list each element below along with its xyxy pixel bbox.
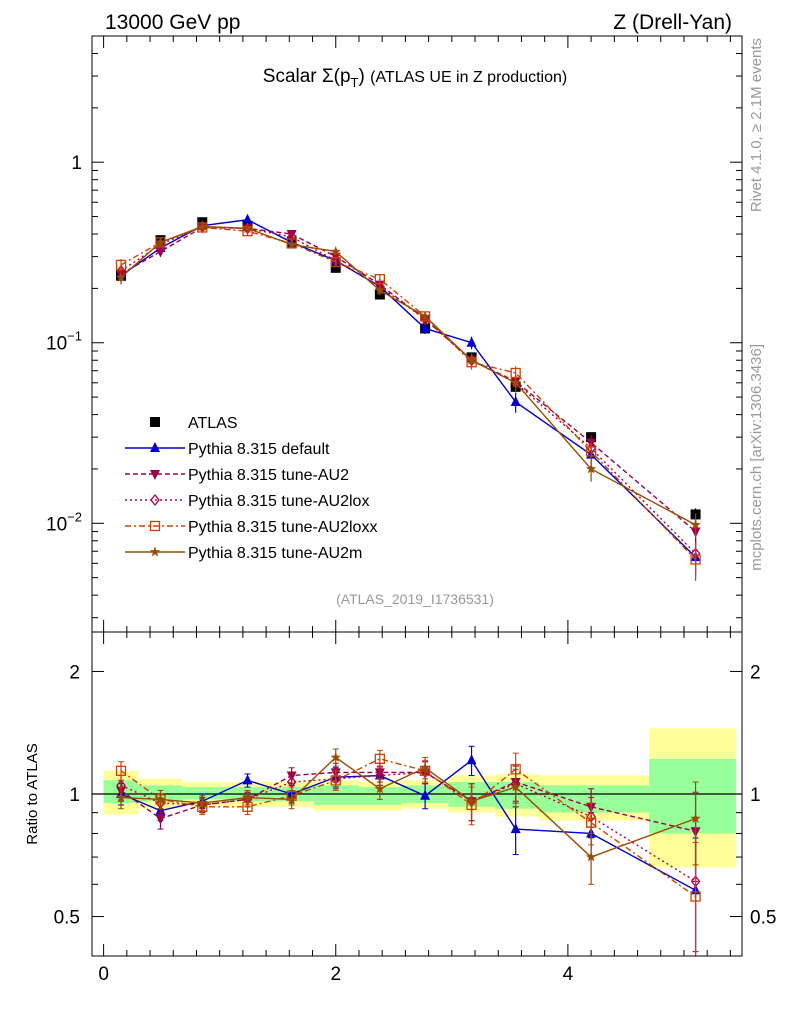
ratio-point-default bbox=[466, 754, 477, 765]
data-point-AU2loxx bbox=[115, 259, 127, 271]
ratio-point-AU2m bbox=[115, 792, 127, 803]
data-point-AU2lox bbox=[155, 238, 166, 251]
data-point-AU2m bbox=[510, 377, 521, 388]
ratio-y-tick-label-right: 2 bbox=[750, 662, 761, 683]
ratio-point-AU2m bbox=[585, 851, 597, 862]
data-point-AU2m bbox=[155, 236, 166, 247]
legend-marker bbox=[149, 520, 161, 532]
ratio-point-AU2m bbox=[330, 751, 341, 762]
data-point-AU2loxx bbox=[374, 274, 386, 285]
data-point-AU2m bbox=[690, 519, 701, 530]
data-point-AU2m bbox=[330, 246, 341, 256]
data-point-AU2loxx bbox=[585, 446, 597, 457]
uncertainty-band-inner bbox=[649, 758, 737, 834]
ratio-point-AU2m bbox=[197, 797, 208, 808]
legend-marker bbox=[149, 546, 161, 557]
rivet-version-label: Rivet 4.1.0, ≥ 2.1M events bbox=[748, 38, 765, 212]
data-point-AU2loxx bbox=[330, 256, 341, 268]
main-panel: 1 10−1 10−2 Scalar Σ(pT) (ATLAS UE in Z pr… bbox=[46, 35, 743, 633]
data-point-AU2 bbox=[155, 247, 166, 258]
ratio-y-tick-label-right: 0.5 bbox=[750, 908, 776, 929]
x-tick-label: 2 bbox=[330, 964, 341, 985]
analysis-label: (ATLAS_2019_I1736531) bbox=[336, 591, 494, 607]
ratio-point-AU2loxx bbox=[115, 765, 127, 776]
ratio-point-AU2m bbox=[419, 762, 431, 773]
legend-entry-ATLAS: ATLAS bbox=[150, 415, 238, 432]
data-point-AU2m bbox=[286, 239, 297, 249]
legend-marker bbox=[150, 442, 160, 452]
data-point-AU2m bbox=[419, 310, 431, 321]
data-point-default bbox=[420, 322, 431, 333]
legend-label: Pythia 8.315 tune-AU2m bbox=[188, 545, 362, 562]
data-point-AU2m bbox=[374, 284, 386, 295]
legend: ATLAS Pythia 8.315 default Pythia 8.315 tu… bbox=[125, 415, 377, 562]
ratio-point-default bbox=[420, 789, 431, 800]
x-tick-label: 0 bbox=[98, 964, 109, 985]
legend-label: ATLAS bbox=[188, 415, 238, 432]
ratio-line-AU2loxx bbox=[120, 758, 696, 898]
ratio-point-AU2m bbox=[242, 792, 253, 803]
legend-entry-AU2m: Pythia 8.315 tune-AU2m bbox=[125, 545, 362, 562]
legend-entry-AU2lox: Pythia 8.315 tune-AU2lox bbox=[125, 493, 369, 510]
ratio-point-AU2 bbox=[155, 814, 166, 825]
ratio-point-AU2loxx bbox=[330, 775, 341, 786]
mcplots-label: mcplots.cern.ch [arXiv:1306.3436] bbox=[748, 344, 765, 571]
ratio-point-AU2loxx bbox=[374, 753, 386, 764]
ratio-y-tick-label: 2 bbox=[69, 662, 80, 683]
legend-label: Pythia 8.315 default bbox=[188, 441, 330, 458]
x-tick-label: 4 bbox=[563, 964, 574, 985]
y-tick-label: 10−2 bbox=[46, 509, 82, 535]
legend-label: Pythia 8.315 tune-AU2loxx bbox=[188, 519, 377, 536]
chart-title: Scalar Σ(pT) (ATLAS UE in Z production) bbox=[263, 66, 567, 90]
ratio-point-AU2m bbox=[466, 795, 477, 806]
ratio-line-AU2m bbox=[120, 756, 696, 858]
data-point-AU2m bbox=[585, 463, 597, 474]
ratio-point-AU2m bbox=[510, 781, 521, 792]
data-point-ATLAS bbox=[330, 262, 341, 273]
data-point-default bbox=[466, 336, 477, 347]
ratio-y-tick-label: 0.5 bbox=[54, 908, 80, 929]
ratio-panel: 2 2 1 1 0.5 0.5 0 2 4 Ratio to ATLAS bbox=[24, 631, 776, 985]
ratio-point-AU2loxx bbox=[690, 891, 701, 902]
series-AU2m bbox=[115, 221, 701, 538]
energy-label: 13000 GeV pp bbox=[105, 11, 240, 34]
data-point-default bbox=[242, 213, 253, 224]
legend-marker bbox=[150, 417, 160, 427]
uncertainty-band-inner bbox=[313, 785, 359, 805]
data-point-AU2m bbox=[115, 271, 127, 282]
ratio-point-default bbox=[510, 823, 521, 834]
ratio-point-AU2m bbox=[155, 793, 166, 804]
data-point-AU2loxx bbox=[690, 554, 701, 565]
legend-entry-AU2: Pythia 8.315 tune-AU2 bbox=[125, 467, 349, 484]
ratio-point-AU2loxx bbox=[585, 817, 597, 828]
legend-label: Pythia 8.315 tune-AU2lox bbox=[188, 493, 369, 510]
ratio-y-label: Ratio to ATLAS bbox=[24, 743, 41, 844]
ratio-y-tick-label: 1 bbox=[69, 785, 80, 806]
ratio-point-default bbox=[242, 774, 253, 785]
y-tick-label: 10−1 bbox=[46, 329, 82, 355]
process-label: Z (Drell-Yan) bbox=[613, 11, 732, 34]
series-line-AU2m bbox=[120, 225, 696, 526]
ratio-series-AU2m bbox=[115, 748, 701, 885]
data-point-AU2m bbox=[242, 222, 253, 233]
y-tick-label: 1 bbox=[71, 153, 82, 174]
legend-marker bbox=[150, 470, 160, 480]
ratio-point-AU2m bbox=[374, 783, 386, 794]
data-point-AU2m bbox=[466, 354, 477, 365]
data-point-AU2lox bbox=[420, 313, 430, 326]
ratio-point-AU2m bbox=[690, 813, 701, 824]
uncertainty-band-inner bbox=[538, 785, 650, 813]
ratio-y-tick-label-right: 1 bbox=[750, 785, 761, 806]
legend-entry-default: Pythia 8.315 default bbox=[125, 441, 330, 458]
ratio-point-AU2m bbox=[286, 793, 297, 804]
data-point-default bbox=[510, 395, 521, 406]
legend-entry-AU2loxx: Pythia 8.315 tune-AU2loxx bbox=[125, 519, 377, 536]
data-point-AU2m bbox=[197, 221, 208, 232]
legend-label: Pythia 8.315 tune-AU2 bbox=[188, 467, 349, 484]
legend-marker bbox=[150, 493, 160, 507]
